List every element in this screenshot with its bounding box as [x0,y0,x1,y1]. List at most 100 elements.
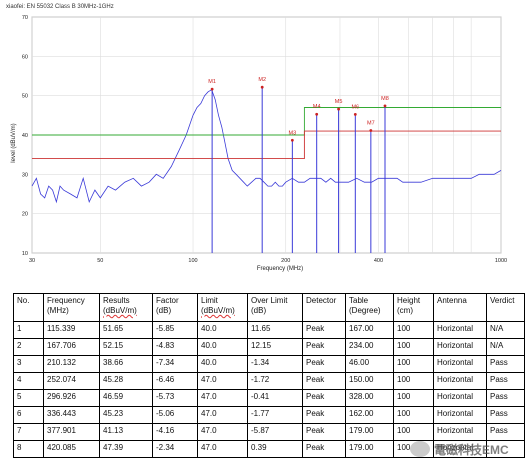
header-unit: (MHz) [47,306,69,315]
table-header-cell: Results (dBuV/m) [99,293,153,322]
table-cell: Pass [486,355,525,373]
y-tick-label: 50 [22,94,28,100]
table-cell: 46.59 [99,389,153,407]
emission-chart: xiaofei: EN 55032 Class B 30MHz-1GHz 30 5… [6,4,507,272]
x-axis-label: Frequency (MHz) [256,266,304,272]
table-cell: N/A [486,338,525,356]
table-cell: 52.15 [99,338,153,356]
table-cell: 12.15 [247,338,303,356]
table-cell: 167.706 [43,338,100,356]
x-tick-label: 400 [374,258,383,264]
table-cell: Peak [302,423,346,441]
watermark: 電磁科技EMC [410,436,530,462]
table-cell: 45.28 [99,372,153,390]
table-cell: -2.34 [152,440,198,458]
table-row: 5 296.926 46.59 -5.73 47.0 -0.41 Peak 328.00 100… [13,389,525,407]
table-cell: Horizontal [433,355,487,373]
table-header-cell: Antenna [433,293,487,322]
marker-point [260,85,264,89]
table-cell: 179.00 [345,440,394,458]
table-cell: 100 [393,338,434,356]
table-cell: 234.00 [345,338,394,356]
table-header-cell: No. [13,293,44,322]
marker-label: M6 [351,104,359,110]
table-cell: 47.39 [99,440,153,458]
table-cell: -1.72 [247,372,303,390]
results-table: No. Frequency (MHz) Results (dBuV/m) Factor (d… [13,293,525,458]
table-cell: -7.34 [152,355,198,373]
chart-title: xiaofei: EN 55032 Class B 30MHz-1GHz [6,4,114,10]
table-cell: 41.13 [99,423,153,441]
table-header-row: No. Frequency (MHz) Results (dBuV/m) Factor (d… [13,293,525,322]
table-cell: 38.66 [99,355,153,373]
y-tick-label: 60 [22,54,28,60]
table-cell: -1.77 [247,406,303,424]
table-cell: Pass [486,389,525,407]
table-cell: -0.41 [247,389,303,407]
table-cell: 7 [13,423,44,441]
table-header-cell: Frequency (MHz) [43,293,100,322]
marker-point [315,112,319,116]
table-cell: 47.0 [197,389,248,407]
header-label: Verdict [490,296,515,305]
table-cell: -6.46 [152,372,198,390]
table-cell: 150.00 [345,372,394,390]
table-cell: 11.65 [247,321,303,339]
table-cell: -5.85 [152,321,198,339]
table-cell: Peak [302,389,346,407]
table-cell: 252.074 [43,372,100,390]
marker-point [210,87,214,91]
table-cell: Peak [302,406,346,424]
table-row: 1 115.339 51.65 -5.85 40.0 11.65 Peak 167.00 100… [13,321,525,339]
chart-plot: 30 50 100 200 400 1000 10 20 30 40 50 60 70 M1 M2 M3 M4 M… [22,15,507,264]
x-tick-label: 200 [281,258,290,264]
table-cell: 40.0 [197,338,248,356]
table-cell: 100 [393,406,434,424]
table-cell: -1.34 [247,355,303,373]
table-cell: 296.926 [43,389,100,407]
table-cell: Pass [486,406,525,424]
table-row: 6 336.443 45.23 -5.06 47.0 -1.77 Peak 162.00 100… [13,406,525,424]
table-cell: 5 [13,389,44,407]
header-label: Results [103,296,130,305]
table-cell: Horizontal [433,372,487,390]
table-cell: 377.901 [43,423,100,441]
table-cell: 45.23 [99,406,153,424]
header-unit: (dBuV/m) [103,306,137,315]
table-cell: 210.132 [43,355,100,373]
y-tick-label: 70 [22,15,28,21]
y-tick-label: 40 [22,133,28,139]
marker-label: M5 [335,99,343,105]
series-line-limit_upper [32,107,501,136]
table-cell: 47.0 [197,423,248,441]
table-cell: Peak [302,372,346,390]
table-cell: 100 [393,321,434,339]
table-cell: Peak [302,440,346,458]
table-cell: 0.39 [247,440,303,458]
table-cell: 6 [13,406,44,424]
table-cell: 328.00 [345,389,394,407]
x-tick-label: 100 [188,258,197,264]
table-cell: 100 [393,355,434,373]
table-cell: 8 [13,440,44,458]
table-cell: 3 [13,355,44,373]
marker-point [383,104,387,108]
header-label: Detector [306,296,337,305]
table-cell: 336.443 [43,406,100,424]
marker-label: M7 [367,121,375,127]
table-cell: 40.0 [197,321,248,339]
table-cell: 162.00 [345,406,394,424]
table-cell: -5.06 [152,406,198,424]
y-tick-label: 30 [22,172,28,178]
marker-point [369,129,373,132]
table-cell: 47.0 [197,372,248,390]
table-header-cell: Factor (dB) [152,293,198,322]
header-unit: (dBuV/m) [201,306,235,315]
table-cell: 179.00 [345,423,394,441]
marker-label: M2 [258,77,266,83]
x-tick-label: 1000 [495,258,507,264]
table-row: 4 252.074 45.28 -6.46 47.0 -1.72 Peak 150.00 100… [13,372,525,390]
marker-label: M1 [208,79,216,85]
table-cell: 2 [13,338,44,356]
table-header-cell: Height (cm) [393,293,434,322]
